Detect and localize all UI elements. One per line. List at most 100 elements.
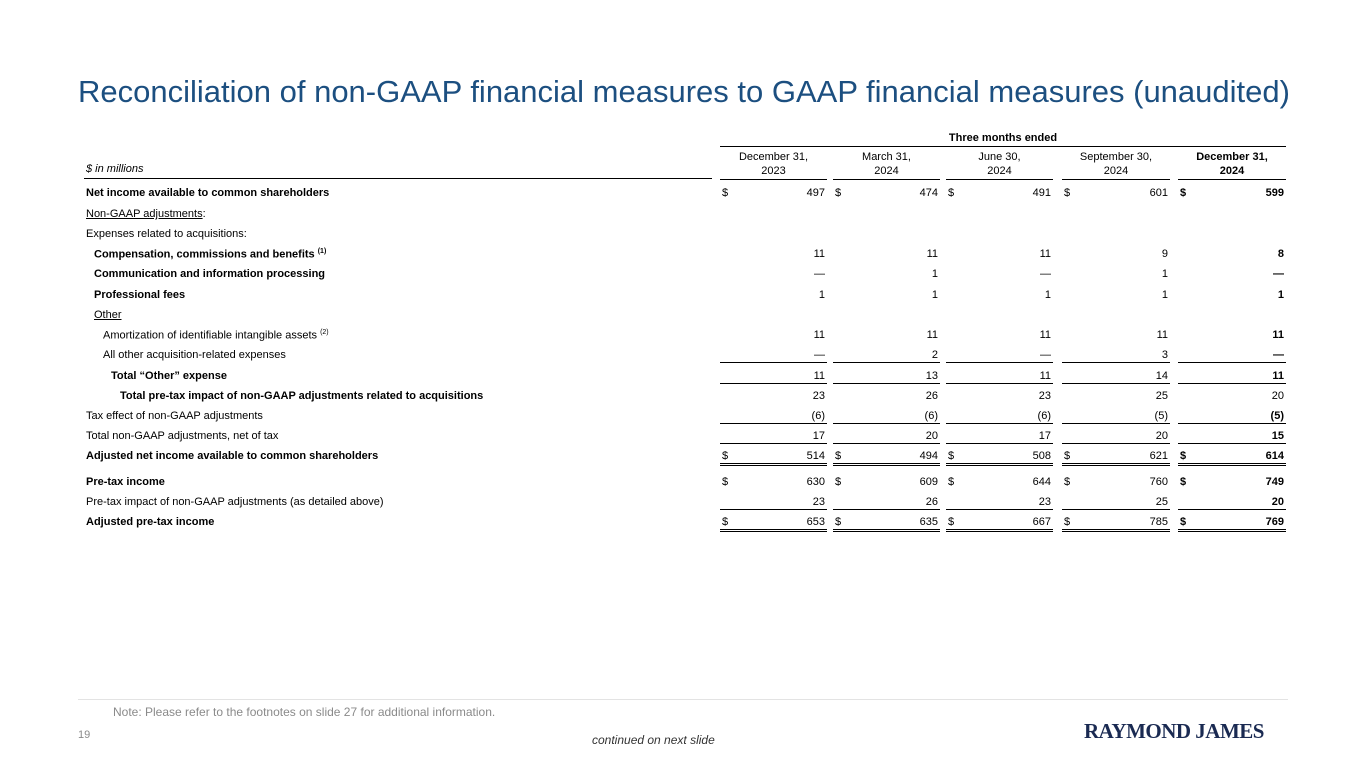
column-header-line1: December 31, (1196, 151, 1268, 163)
value-cell: 14 (1062, 366, 1170, 384)
currency-symbol: $ (722, 187, 729, 199)
currency-symbol: $ (948, 450, 955, 462)
row-label-text: Pre-tax impact of non-GAAP adjustments (… (86, 496, 384, 508)
value-cell: 3 (1062, 345, 1170, 363)
value-cell: $601 (1062, 183, 1170, 200)
column-header: September 30, 2024 (1062, 150, 1170, 180)
currency-symbol: $ (948, 476, 955, 488)
currency-symbol: $ (835, 187, 842, 199)
cell-value: 2 (931, 349, 938, 361)
currency-symbol: $ (1064, 450, 1071, 462)
currency-symbol: $ (948, 187, 955, 199)
cell-value: 601 (1149, 187, 1168, 199)
row-label-text: Total pre-tax impact of non-GAAP adjustm… (120, 390, 484, 402)
currency-symbol: $ (1180, 450, 1187, 462)
table-row: Net income available to common sharehold… (0, 183, 1365, 203)
value-cell: 23 (720, 386, 827, 403)
row-label-text: Adjusted net income available to common … (86, 450, 379, 462)
cell-value: 474 (919, 187, 938, 199)
value-cell: $749 (1178, 472, 1286, 489)
value-cell: $494 (833, 446, 940, 466)
cell-value: (6) (1037, 410, 1051, 422)
value-cell: 11 (720, 325, 827, 342)
page-title: Reconciliation of non-GAAP financial mea… (78, 74, 1290, 109)
column-header: December 31, 2023 (720, 150, 827, 180)
value-cell: 26 (833, 492, 940, 510)
cell-value: 26 (925, 496, 938, 508)
cell-value: 497 (806, 187, 825, 199)
table-row: Other (0, 305, 1365, 325)
cell-value: 3 (1161, 349, 1168, 361)
cell-value: 11 (1039, 370, 1051, 382)
value-cell: $760 (1062, 472, 1170, 489)
value-cell: $599 (1178, 183, 1286, 200)
value-cell: 2 (833, 345, 940, 363)
value-cell: $491 (946, 183, 1053, 200)
cell-value: 508 (1032, 450, 1051, 462)
value-cell: 11 (833, 244, 940, 261)
raymond-james-logo: RAYMOND JAMES (1084, 719, 1264, 743)
currency-symbol: $ (1064, 516, 1071, 528)
cell-value: 23 (1038, 390, 1051, 402)
value-cell: $514 (720, 446, 827, 466)
column-header: March 31, 2024 (833, 150, 940, 180)
cell-value: 25 (1155, 390, 1168, 402)
cell-value: 14 (1155, 370, 1168, 382)
value-cell: 25 (1062, 386, 1170, 403)
value-cell: $785 (1062, 512, 1170, 532)
value-cell: 17 (946, 426, 1053, 444)
cell-value: 667 (1032, 516, 1051, 528)
cell-value: 1 (1277, 289, 1284, 301)
value-cell: $497 (720, 183, 827, 200)
row-label: Total non-GAAP adjustments, net of tax (86, 430, 278, 442)
cell-value: (5) (1270, 410, 1284, 422)
table-row: Total pre-tax impact of non-GAAP adjustm… (0, 386, 1365, 406)
cell-value: 599 (1265, 187, 1284, 199)
value-cell: 1 (1062, 264, 1170, 281)
table-row: Tax effect of non-GAAP adjustments (6) (6)… (0, 406, 1365, 426)
cell-value: 1 (931, 268, 938, 280)
column-header-line1: September 30, (1079, 151, 1153, 163)
value-cell: (5) (1062, 406, 1170, 424)
cell-value: 11 (1039, 248, 1051, 260)
cell-value: 11 (926, 248, 938, 260)
cell-value: 11 (1272, 329, 1284, 341)
value-cell: $644 (946, 472, 1053, 489)
row-label-text: Non-GAAP adjustments (86, 208, 203, 220)
currency-symbol: $ (1064, 476, 1071, 488)
value-cell: 17 (720, 426, 827, 444)
row-label: Total pre-tax impact of non-GAAP adjustm… (120, 390, 483, 402)
row-label-text: Other (94, 309, 122, 321)
value-cell: 23 (720, 492, 827, 510)
table-row: Total “Other” expense 11 13 11 14 11 (0, 366, 1365, 386)
value-cell: (6) (833, 406, 940, 424)
value-cell: — (946, 264, 1053, 281)
row-label: Pre-tax income (86, 476, 165, 488)
value-cell: 11 (946, 366, 1053, 384)
cell-value: 749 (1265, 476, 1284, 488)
cell-value: 11 (1039, 329, 1051, 341)
row-label-text: Net income available to common sharehold… (86, 187, 330, 199)
value-cell: 25 (1062, 492, 1170, 510)
cell-value: 20 (1155, 430, 1168, 442)
value-cell: 9 (1062, 244, 1170, 261)
table-row: Non-GAAP adjustments: (0, 204, 1365, 224)
column-header-line2: 2024 (1219, 165, 1245, 177)
cell-value: 614 (1265, 450, 1284, 462)
cell-value: 760 (1149, 476, 1168, 488)
cell-value: 25 (1155, 496, 1168, 508)
cell-value: 491 (1032, 187, 1051, 199)
cell-value: 635 (919, 516, 938, 528)
value-cell: 23 (946, 386, 1053, 403)
cell-value: 17 (812, 430, 825, 442)
value-cell: $614 (1178, 446, 1286, 466)
column-header: December 31, 2024 (1178, 150, 1286, 180)
cell-value: 769 (1265, 516, 1284, 528)
cell-value: 1 (931, 289, 938, 301)
cell-value: 11 (813, 370, 825, 382)
value-cell: 20 (1178, 492, 1286, 510)
value-cell: $630 (720, 472, 827, 489)
currency-symbol: $ (722, 516, 729, 528)
row-label: Communication and information processing (94, 268, 325, 280)
currency-symbol: $ (835, 516, 842, 528)
